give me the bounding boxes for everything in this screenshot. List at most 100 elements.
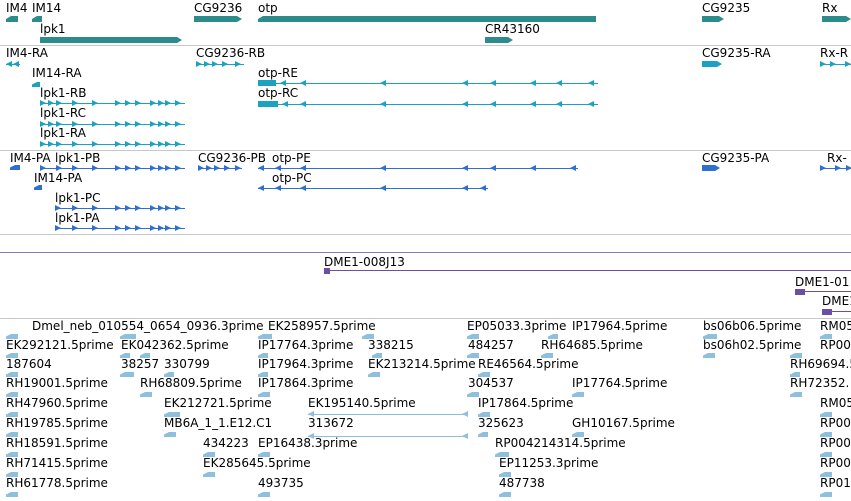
est-glyph[interactable] (790, 392, 802, 397)
clone-start[interactable] (795, 289, 805, 295)
exon-arrow[interactable] (175, 225, 181, 231)
protein-cg9235-pa[interactable] (702, 165, 720, 171)
exon-arrow[interactable] (115, 225, 121, 231)
exon-arrow[interactable] (280, 80, 286, 86)
exon-arrow[interactable] (56, 165, 62, 171)
exon-arrow[interactable] (480, 185, 486, 191)
est-glyph[interactable] (541, 353, 553, 358)
exon-arrow[interactable] (530, 80, 536, 86)
est-glyph[interactable] (820, 452, 832, 457)
est-glyph[interactable] (548, 334, 558, 339)
gene-cr43160[interactable] (485, 37, 513, 43)
exon-arrow[interactable] (462, 80, 468, 86)
exon-arrow[interactable] (175, 121, 181, 127)
exon-arrow[interactable] (115, 100, 121, 106)
exon-arrow[interactable] (275, 185, 281, 191)
exon-arrow[interactable] (845, 61, 851, 67)
exon-arrow[interactable] (212, 61, 218, 67)
est-glyph[interactable] (258, 372, 268, 377)
exon-arrow[interactable] (92, 100, 98, 106)
exon-arrow[interactable] (92, 205, 98, 211)
exon-arrow[interactable] (462, 165, 468, 171)
transcript-im14-ra[interactable] (32, 82, 40, 87)
est-glyph[interactable] (203, 452, 215, 457)
exon-arrow[interactable] (275, 165, 281, 171)
exon-arrow[interactable] (300, 185, 306, 191)
exon-arrow[interactable] (56, 121, 62, 127)
est-glyph[interactable] (120, 334, 136, 339)
exon-arrow[interactable] (380, 101, 386, 107)
exon-arrow[interactable] (830, 61, 836, 67)
exon-arrow[interactable] (308, 433, 314, 439)
exon-arrow[interactable] (135, 121, 141, 127)
est-glyph[interactable] (703, 334, 717, 339)
exon-arrow[interactable] (115, 165, 121, 171)
gene-im14[interactable] (32, 16, 42, 22)
exon-block[interactable] (258, 80, 276, 86)
exon-arrow[interactable] (300, 80, 306, 86)
exon-arrow[interactable] (92, 225, 98, 231)
transcript-cg9235-ra[interactable] (702, 61, 722, 67)
exon-arrow[interactable] (222, 61, 228, 67)
est-glyph[interactable] (6, 392, 18, 397)
exon-arrow[interactable] (48, 121, 54, 127)
clone-start[interactable] (324, 268, 330, 274)
est-glyph[interactable] (820, 472, 832, 477)
exon-arrow[interactable] (135, 141, 141, 147)
exon-arrow[interactable] (158, 205, 164, 211)
est-glyph[interactable] (572, 432, 584, 437)
exon-arrow[interactable] (530, 165, 536, 171)
est-glyph[interactable] (820, 334, 832, 339)
exon-arrow[interactable] (175, 165, 181, 171)
exon-arrow[interactable] (835, 165, 841, 171)
exon-arrow[interactable] (175, 205, 181, 211)
exon-arrow[interactable] (72, 225, 78, 231)
exon-arrow[interactable] (6, 61, 12, 67)
est-glyph[interactable] (368, 372, 380, 377)
exon-arrow[interactable] (462, 101, 468, 107)
exon-arrow[interactable] (224, 165, 230, 171)
exon-arrow[interactable] (380, 185, 386, 191)
est-glyph[interactable] (499, 472, 511, 477)
exon-arrow[interactable] (92, 165, 98, 171)
est-glyph[interactable] (790, 372, 800, 377)
est-glyph[interactable] (372, 353, 382, 358)
exon-arrow[interactable] (56, 100, 62, 106)
est-glyph[interactable] (6, 472, 18, 477)
est-glyph[interactable] (164, 412, 180, 417)
clone-start[interactable] (822, 309, 832, 315)
exon-arrow[interactable] (165, 121, 171, 127)
gene-rx[interactable] (822, 16, 851, 22)
exon-arrow[interactable] (165, 100, 171, 106)
exon-arrow[interactable] (72, 165, 78, 171)
exon-arrow[interactable] (125, 225, 131, 231)
exon-arrow[interactable] (462, 411, 468, 417)
exon-arrow[interactable] (258, 185, 264, 191)
exon-arrow[interactable] (125, 165, 131, 171)
gene-lpk1[interactable] (40, 37, 182, 43)
exon-arrow[interactable] (204, 61, 210, 67)
est-glyph[interactable] (6, 452, 18, 457)
exon-arrow[interactable] (490, 165, 496, 171)
est-glyph[interactable] (203, 472, 215, 477)
exon-arrow[interactable] (125, 121, 131, 127)
est-glyph[interactable] (820, 412, 832, 417)
exon-arrow[interactable] (55, 225, 61, 231)
exon-arrow[interactable] (462, 185, 468, 191)
est-glyph[interactable] (362, 334, 374, 339)
exon-arrow[interactable] (588, 101, 594, 107)
exon-arrow[interactable] (235, 61, 241, 67)
exon-arrow[interactable] (820, 61, 826, 67)
exon-arrow[interactable] (150, 121, 156, 127)
est-glyph[interactable] (572, 392, 584, 397)
est-glyph[interactable] (499, 492, 511, 497)
exon-arrow[interactable] (150, 141, 156, 147)
est-glyph[interactable] (820, 492, 832, 497)
est-glyph[interactable] (140, 392, 152, 397)
exon-arrow[interactable] (530, 101, 536, 107)
est-glyph[interactable] (478, 432, 488, 437)
exon-arrow[interactable] (72, 121, 78, 127)
protein-im14-pa[interactable] (34, 185, 42, 190)
est-glyph[interactable] (478, 372, 490, 377)
exon-arrow[interactable] (135, 205, 141, 211)
